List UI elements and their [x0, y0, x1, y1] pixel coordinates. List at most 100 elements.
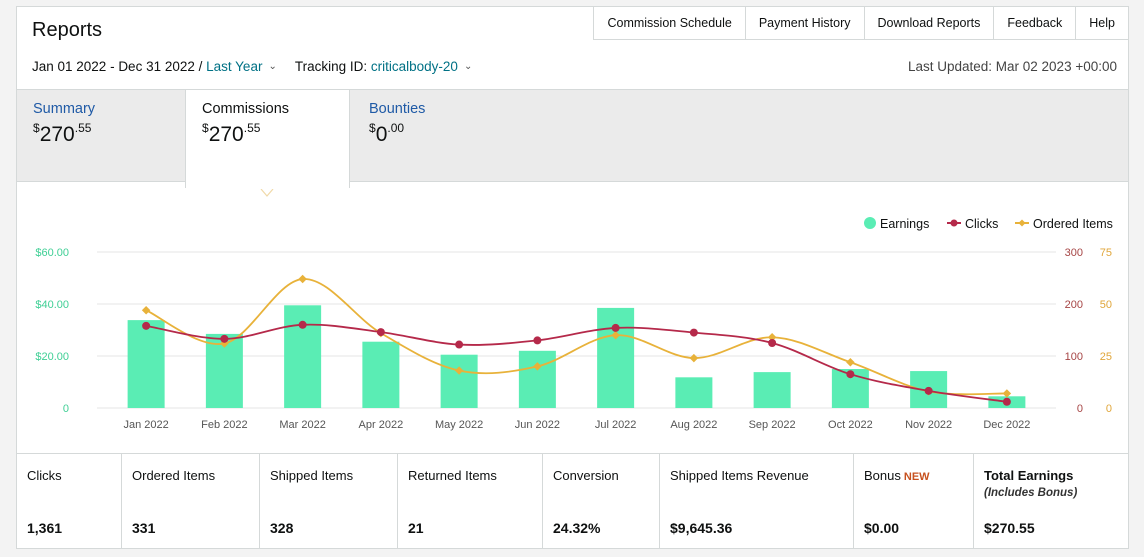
legend-clicks-label: Clicks [965, 217, 998, 231]
earnings-bar [284, 305, 322, 408]
x-axis-tick-label: Mar 2022 [279, 419, 325, 431]
metric-value: $9,645.36 [670, 520, 733, 536]
right-axis-clicks-tick-label: 0 [1077, 403, 1083, 415]
ordered-items-point [533, 362, 542, 371]
ordered-items-point [846, 357, 855, 367]
x-axis-tick-label: Apr 2022 [359, 419, 404, 431]
tab-bounties[interactable]: Bounties $0.00 [353, 90, 441, 183]
page-title: Reports [32, 19, 103, 41]
x-axis-tick-label: Jan 2022 [123, 419, 168, 431]
metric-label: Total Earnings [984, 468, 1074, 483]
ordered-items-point [767, 333, 777, 342]
metric-clicks: Clicks 1,361 [17, 454, 122, 549]
metric-label: Returned Items [408, 468, 497, 483]
tab-summary-label[interactable]: Summary [33, 101, 96, 117]
metric-total-earnings: Total Earnings (Includes Bonus) $270.55 [974, 454, 1128, 549]
clicks-point [768, 339, 777, 347]
x-axis-tick-label: Jul 2022 [595, 419, 637, 431]
earnings-chart: $60.00 300 75 $40.00 200 50 $20.00 100 25 0 0 0 Jan … [35, 217, 1113, 431]
x-axis-tick-label: Dec 2022 [983, 419, 1030, 431]
metrics-bar: Clicks 1,361 Ordered Items 331 Shipped Items… [17, 453, 1128, 549]
ordered-items-point [1002, 389, 1012, 398]
metric-label: Conversion [553, 468, 619, 483]
legend-clicks-marker [950, 219, 958, 227]
right-axis-clicks-tick-label: 100 [1065, 351, 1083, 363]
metric-label: Bonus NEW [864, 468, 930, 483]
ordered-items-point [298, 274, 307, 284]
clicks-point [689, 328, 698, 337]
clicks-point [455, 340, 464, 349]
chevron-down-icon[interactable]: ⌄ [268, 61, 277, 72]
clicks-point [924, 386, 933, 395]
last-updated: Last Updated: Mar 02 2023 +00:00 [907, 59, 1117, 74]
right-axis-clicks-tick-label: 300 [1065, 247, 1083, 259]
metric-returned-items: Returned Items 21 [398, 454, 543, 549]
right-axis-ordered-tick-label: 50 [1100, 299, 1112, 311]
commissions-amount: $270.55 [202, 121, 261, 146]
x-axis-tick-label: Sep 2022 [749, 419, 796, 431]
x-axis-tick-label: Jun 2022 [515, 419, 560, 431]
earnings-bar [440, 354, 478, 408]
legend-ordered-marker [1018, 219, 1026, 227]
tab-summary[interactable]: Summary $270.55 [17, 90, 111, 183]
legend-earnings-swatch [864, 217, 876, 229]
new-badge: NEW [903, 471, 930, 483]
x-axis-tick-label: Nov 2022 [905, 419, 952, 431]
metric-label: Ordered Items [132, 468, 216, 483]
top-navigation: Commission Schedule Payment History Down… [593, 6, 1129, 40]
tracking-id-dropdown[interactable]: criticalbody-20 [370, 59, 458, 74]
left-axis-tick-label: 0 [63, 403, 69, 415]
metric-conversion: Conversion 24.32% [543, 454, 660, 549]
x-axis-tick-label: Oct 2022 [828, 419, 873, 431]
tab-commissions-label[interactable]: Commissions [202, 101, 290, 117]
ordered-items-point [689, 353, 699, 363]
commission-schedule-button[interactable]: Commission Schedule [593, 6, 746, 40]
metric-value: 1,361 [27, 520, 63, 536]
metric-label: Shipped Items Revenue [670, 468, 809, 483]
help-button[interactable]: Help [1076, 6, 1129, 40]
metric-value: $0.00 [864, 520, 900, 536]
ordered-items-line [145, 278, 1007, 396]
x-axis-tick-label: Aug 2022 [670, 419, 717, 431]
metric-label: Shipped Items [270, 468, 354, 483]
date-range: Jan 01 2022 - Dec 31 2022 / [32, 59, 203, 74]
metric-shipped-items-revenue: Shipped Items Revenue $9,645.36 [660, 454, 854, 549]
legend-earnings-label: Earnings [880, 217, 929, 231]
earnings-bar [518, 350, 556, 408]
right-axis-ordered-tick-label: 0 [1106, 403, 1112, 415]
metric-value: 24.32% [553, 520, 601, 536]
reports-panel: Reports Commission Schedule Payment Hist… [16, 6, 1129, 549]
tab-commissions[interactable]: Commissions $270.55 [185, 90, 350, 188]
metric-value: $270.55 [984, 520, 1035, 536]
ordered-items-point [454, 366, 464, 375]
right-axis-clicks-tick-label: 200 [1065, 299, 1083, 311]
report-tabs: Summary $270.55 Commissions $270.55 Boun… [17, 89, 1128, 188]
download-reports-button[interactable]: Download Reports [864, 6, 995, 40]
bounties-amount: $0.00 [369, 121, 405, 146]
feedback-button[interactable]: Feedback [994, 6, 1077, 40]
metric-label: Clicks [27, 468, 62, 483]
clicks-point [611, 323, 620, 332]
period-dropdown[interactable]: Last Year [206, 59, 263, 74]
right-axis-ordered-tick-label: 25 [1100, 351, 1112, 363]
report-filters: Jan 01 2022 - Dec 31 2022 / Last Year ⌄ … [32, 59, 490, 74]
clicks-point [846, 370, 855, 379]
metric-value: 328 [270, 520, 294, 536]
clicks-point [376, 328, 385, 337]
x-axis-tick-label: Feb 2022 [201, 419, 247, 431]
legend-ordered-label: Ordered Items [1033, 217, 1113, 231]
tracking-id-label: Tracking ID: [294, 59, 368, 74]
payment-history-button[interactable]: Payment History [745, 6, 865, 40]
clicks-point [533, 336, 542, 345]
chevron-down-icon[interactable]: ⌄ [463, 61, 473, 72]
metric-value: 21 [408, 520, 424, 536]
clicks-point [1002, 397, 1011, 406]
summary-amount: $270.55 [33, 121, 92, 146]
active-tab-pointer-icon [260, 189, 274, 197]
left-axis-tick-label: $20.00 [35, 351, 69, 363]
earnings-bar [362, 341, 400, 408]
earnings-bar [127, 320, 165, 408]
clicks-point [142, 321, 151, 330]
tab-bounties-label[interactable]: Bounties [369, 101, 426, 117]
clicks-point [220, 334, 229, 343]
